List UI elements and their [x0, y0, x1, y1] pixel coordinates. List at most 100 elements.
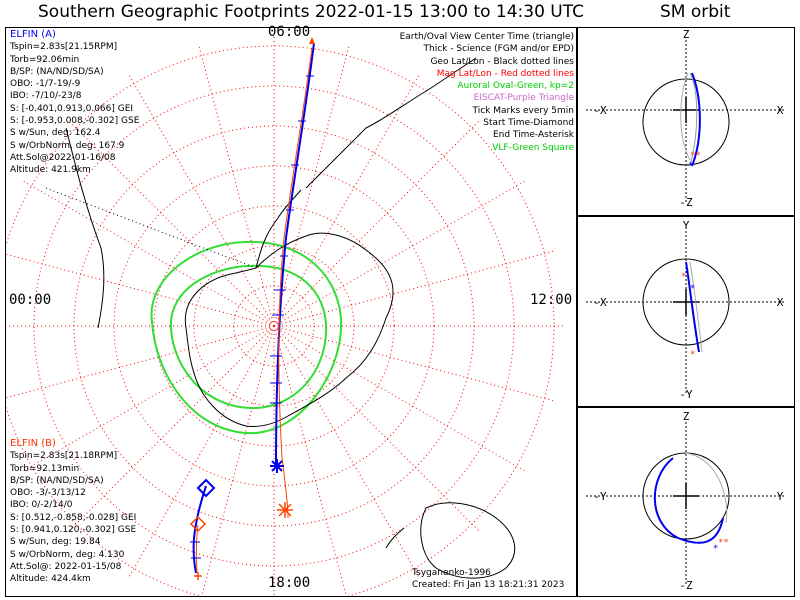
elfin-a-name: ELFIN (A) — [10, 29, 56, 40]
elfin-b-footprint — [192, 485, 207, 574]
mag-lon-line — [68, 325, 275, 532]
mag-lon-line — [0, 325, 275, 400]
sm-panel-xz-plot: ** * Z -Z -X X — [586, 28, 786, 209]
legend-entry: Geo Lat/Lon - Black dotted lines — [430, 56, 574, 67]
info-line: Altitude: 424.4km — [10, 574, 91, 585]
info-line: OBO: -1/7-19/-9 — [10, 79, 81, 90]
mag-lon-line — [273, 325, 420, 578]
info-line: S w/Sun, deg: 19.84 — [10, 537, 101, 548]
sm-panel-yz-plot: ** * Z -Z -Y Y — [586, 410, 786, 592]
clock-label-bottom: 18:00 — [268, 575, 311, 591]
info-line: Att.Sol@2022-01-16/08 — [10, 152, 116, 163]
info-line: Torb=92.13min — [10, 463, 80, 474]
legend-entry: End Time-Asterisk — [492, 130, 574, 141]
clock-label-top: 06:00 — [268, 24, 311, 40]
map-grid — [0, 36, 564, 600]
auroral-oval — [150, 240, 343, 435]
elfin-a-footprint — [275, 42, 315, 467]
info-line: Altitude: 421.9km — [10, 165, 91, 176]
elfin-a-info: ELFIN (A) Tspin=2.83s[21.15RPM] Torb=92.0… — [10, 29, 139, 177]
geo-meridian-line — [45, 187, 257, 269]
axis-top: Z — [683, 410, 690, 423]
chart-legend: Earth/Oval View Center Time (triangle) Th… — [400, 31, 574, 154]
elfin-b-name: ELFIN (B) — [10, 438, 56, 449]
footprint-map-frame — [0, 27, 577, 600]
info-line: Torb=92.06min — [10, 54, 80, 65]
elfin-a-mag-end-asterisk — [277, 502, 293, 518]
legend-entry: Mag Lat/Lon - Red dotted lines — [436, 68, 574, 79]
sm-panel-xz: ** * Z -Z -X X — [577, 27, 795, 216]
axis-bottom: -Z — [679, 196, 693, 209]
legend-entry: Auroral Oval-Green, kp=2 — [457, 81, 574, 92]
mag-lon-line — [273, 325, 526, 472]
axis-top: Z — [683, 28, 690, 41]
axis-right: X — [777, 296, 784, 309]
chart-title: Southern Geographic Footprints 2022-01-1… — [38, 2, 585, 22]
elfin-a-ticks — [270, 75, 314, 404]
created-timestamp: Created: Fri Jan 13 18:21:31 2023 — [412, 580, 565, 590]
sm-panel-xy: * * * Y -Y -X X — [577, 216, 795, 407]
sm-orbit-title: SM orbit — [660, 2, 731, 22]
legend-entry: Tick Marks every 5min — [472, 105, 574, 116]
axis-right: Y — [777, 490, 784, 503]
legend-entry: EISCAT-Purple Triangle — [473, 93, 574, 104]
clock-label-left: 00:00 — [9, 292, 52, 308]
mag-lon-line — [273, 74, 420, 327]
elfin-b-track — [189, 478, 216, 580]
elfin-b-mag-start-diamond — [189, 515, 207, 533]
elfin-b-start-diamond — [196, 478, 216, 498]
model-credit: Tsyganenko-1996 — [412, 568, 491, 578]
info-line: Tspin=2.83s[21.18RPM] — [10, 451, 118, 462]
mag-lon-line — [68, 120, 275, 327]
legend-entry: Earth/Oval View Center Time (triangle) — [399, 32, 574, 42]
info-line: Att.Sol@: 2022-01-15/08 — [10, 561, 122, 572]
info-line: S: [-0.401,0.913,0.066] GEI — [10, 103, 134, 114]
sm-panel-xy-plot: * * * Y -Y -X X — [586, 219, 786, 401]
mag-lon-line — [273, 250, 555, 327]
info-line: B/SP: (NA/ND/SD/SA) — [10, 66, 104, 77]
info-line: B/SP: (NA/ND/SD/SA) — [10, 475, 104, 486]
info-line: S w/OrbNorm, deg: 4.130 — [10, 549, 125, 560]
info-line: S: [0.512,-0.858,-0.028] GEI — [10, 512, 137, 523]
svg-text:*: * — [690, 284, 695, 294]
south-america-coastline — [305, 57, 477, 189]
axis-left: -Y — [593, 490, 607, 503]
elfin-a-lines: Tspin=2.83s[21.15RPM] Torb=92.06min B/SP: … — [10, 41, 139, 176]
mag-lon-line — [273, 325, 348, 600]
info-line: IBO: 0/-2/14/0 — [10, 500, 73, 511]
axis-top: Y — [683, 219, 690, 232]
mag-lon-line — [22, 325, 275, 472]
axis-left: -X — [593, 296, 607, 309]
footprint-map — [0, 36, 564, 600]
svg-text:*: * — [688, 161, 693, 171]
elfin-b-lines: Tspin=2.83s[21.18RPM] Torb=92.13min B/SP: … — [10, 450, 136, 585]
clock-label-right: 12:00 — [530, 292, 573, 308]
info-line: S: [0.941,0.120,-0.302] GSE — [10, 525, 137, 536]
mag-lon-line — [273, 325, 555, 402]
svg-text:**: ** — [718, 538, 729, 548]
mag-lon-line — [273, 120, 480, 327]
info-line: IBO: -7/10/-23/8 — [10, 91, 82, 102]
axis-left: -X — [593, 104, 607, 117]
axis-bottom: -Z — [679, 579, 693, 592]
mag-lon-line — [273, 180, 526, 327]
info-line: OBO: -3/-3/13/12 — [10, 488, 86, 499]
elfin-a-start-triangle — [309, 37, 315, 44]
legend-entry: Start Time-Diamond — [483, 118, 574, 129]
mag-lon-line — [128, 325, 275, 578]
australia-coastline — [420, 502, 516, 579]
antarctic-peninsula-coastline — [255, 189, 302, 269]
elfin-b-footprint-mag — [195, 524, 199, 574]
antarctica-coastline — [184, 232, 394, 427]
africa-coastline — [65, 127, 105, 329]
mag-lon-line — [198, 45, 275, 327]
axis-right: X — [777, 104, 784, 117]
elfin-a-track — [270, 37, 315, 519]
axis-bottom: -Y — [679, 388, 693, 401]
mag-lon-line — [22, 180, 275, 327]
legend-entry: Thick - Science (FGM and/or EPD) — [423, 44, 574, 55]
info-line: S: [-0.953,0.008,-0.302] GSE — [10, 116, 140, 127]
new-zealand-coastline — [385, 527, 405, 549]
svg-text:**: ** — [690, 151, 701, 161]
svg-text:*: * — [690, 350, 695, 360]
